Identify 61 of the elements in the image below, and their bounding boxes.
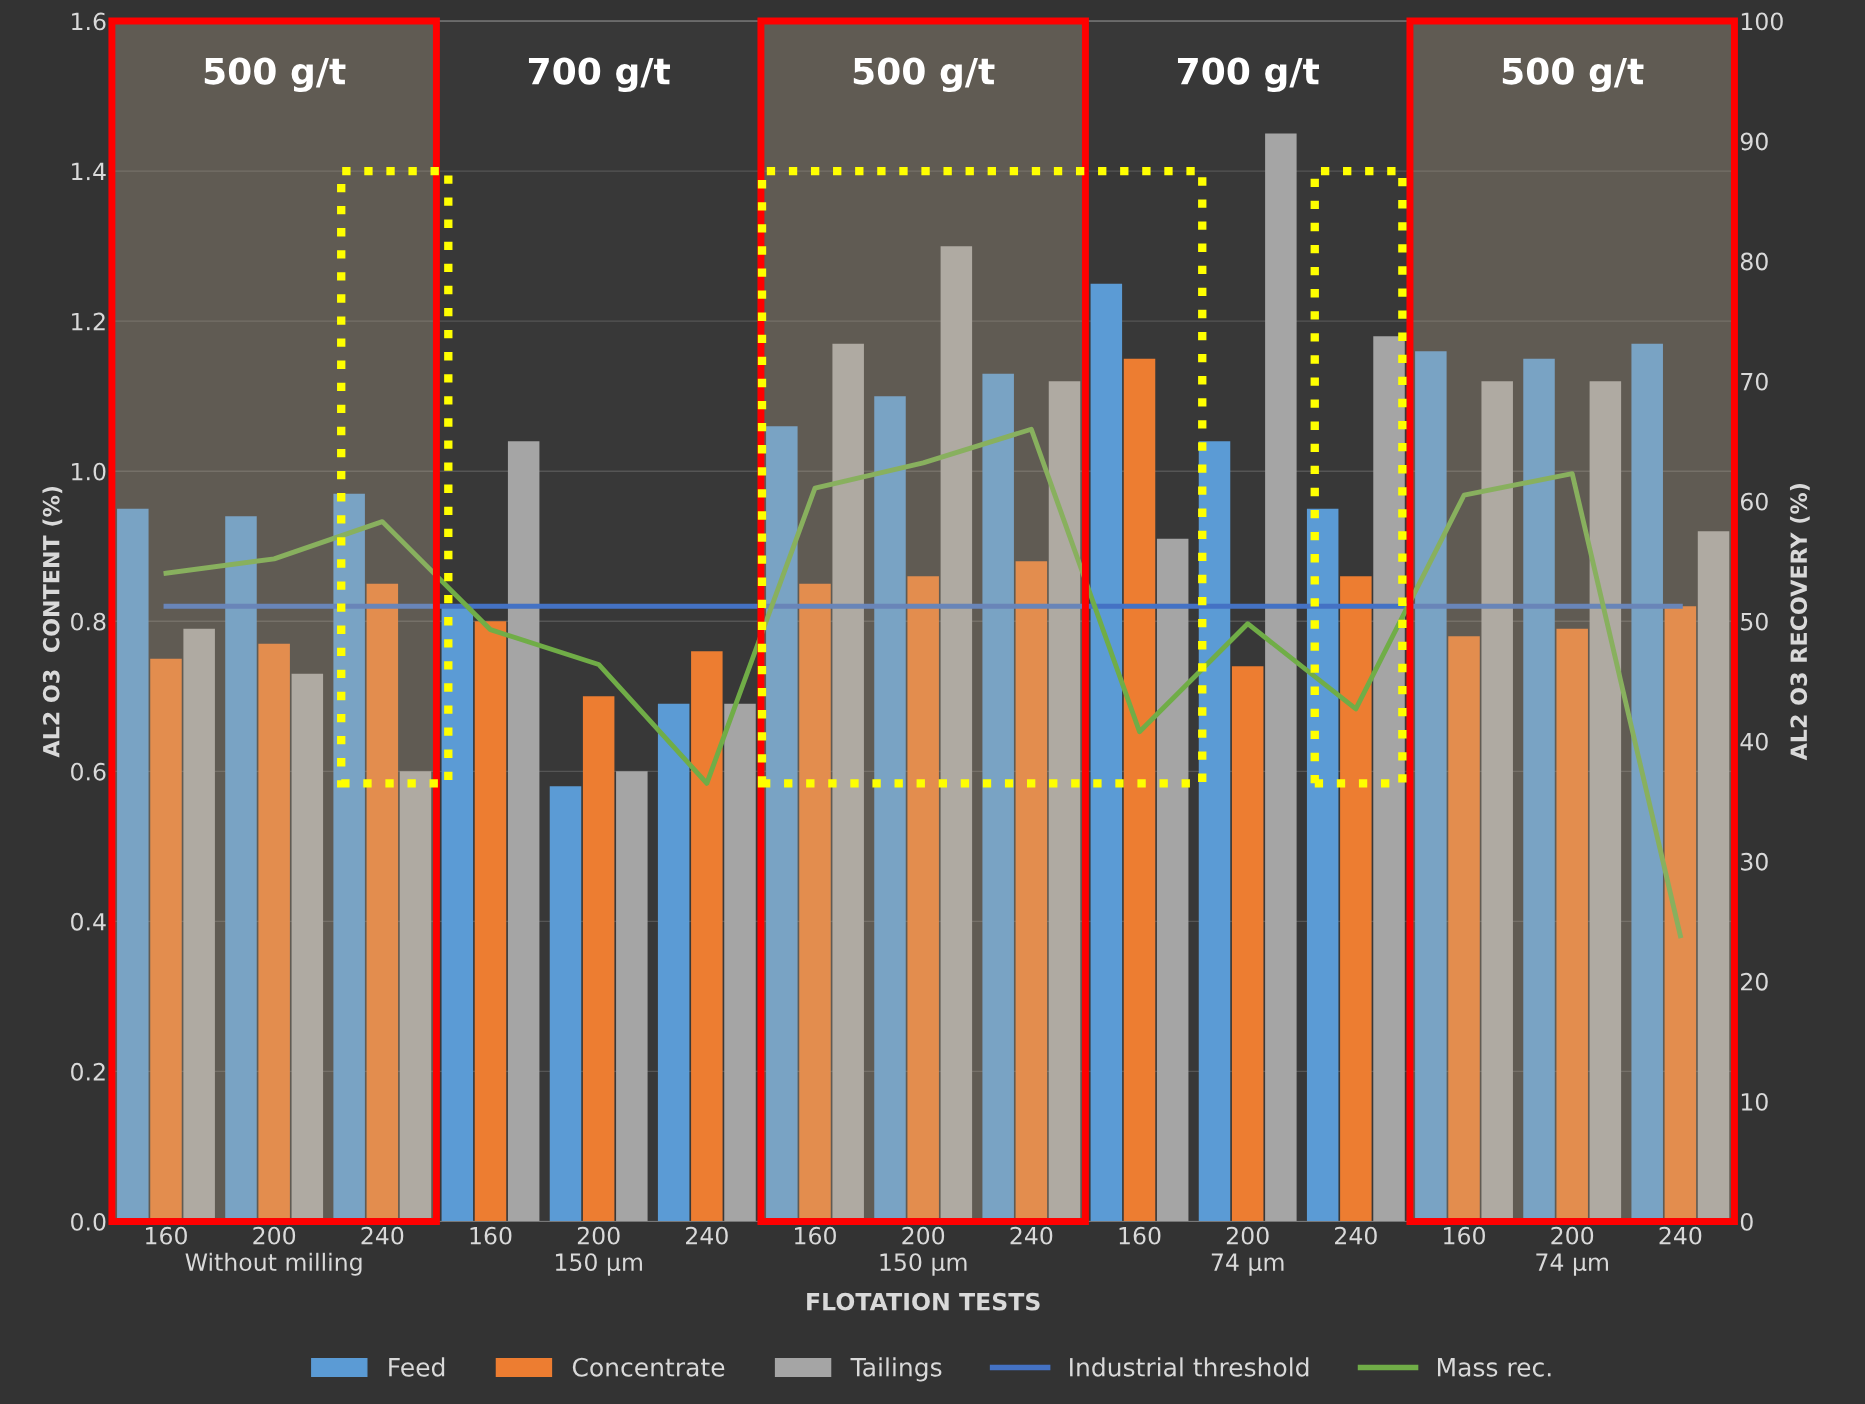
x-tick-label: 160 — [1119, 1226, 1161, 1245]
x-tick-label: 200 74 µm — [1211, 1226, 1284, 1276]
y-tick-label: 1.0 — [72, 462, 106, 481]
bar — [441, 606, 474, 1222]
y-tick-label: 1.2 — [72, 312, 105, 331]
y-tick-label: 0.2 — [71, 1062, 105, 1081]
y2-tick-label: 30 — [1741, 852, 1768, 871]
bar — [1265, 133, 1297, 1222]
y-tick-label: 0.6 — [71, 762, 106, 781]
x-tick-label: 160 — [1444, 1226, 1485, 1245]
y-tick-label: 0.4 — [71, 912, 106, 931]
x-tick-label: 200 74 µm — [1536, 1226, 1608, 1276]
legend-label: Mass rec. — [1437, 1358, 1551, 1377]
y2-tick-label: 20 — [1741, 972, 1768, 991]
x-tick-label: 240 — [1659, 1226, 1702, 1245]
bar — [474, 621, 507, 1222]
y-tick-label: 0.8 — [71, 612, 106, 631]
x-tick-label: 240 — [1010, 1226, 1053, 1245]
x-tick-label: 240 — [1335, 1226, 1377, 1245]
y2-tick-label: 50 — [1741, 612, 1768, 631]
x-tick-label: 240 — [361, 1226, 404, 1245]
bar — [549, 786, 582, 1222]
x-axis-title: FLOTATION TESTS — [807, 1292, 1040, 1311]
y2-tick-label: 70 — [1741, 372, 1768, 391]
bar — [1198, 441, 1231, 1222]
line-series — [163, 426, 1683, 939]
bar — [1090, 283, 1123, 1222]
y2-axis-title: AL2 O3 RECOVERY (%) — [1789, 484, 1810, 761]
x-tick-label: 200 150 µm — [880, 1226, 967, 1276]
y2-tick-label: 10 — [1741, 1092, 1768, 1111]
bar — [691, 651, 723, 1222]
x-tick-label: 160 — [470, 1226, 512, 1245]
y-axis-title: AL2 O3 CONTENT (%) — [42, 486, 63, 758]
y2-tick-label: 80 — [1740, 252, 1768, 271]
bar — [1231, 666, 1264, 1222]
x-tick-label: 200 150 µm — [555, 1226, 642, 1276]
y2-tick-label: 90 — [1740, 132, 1768, 151]
y2-tick-label: 0 — [1740, 1212, 1753, 1231]
y-tick-label: 1.4 — [72, 162, 106, 181]
y2-tick-label: 100 — [1741, 12, 1783, 31]
annotation: 700 g/t — [528, 57, 670, 93]
bar — [507, 441, 540, 1222]
bar — [1123, 358, 1156, 1222]
bar — [657, 703, 690, 1222]
annotation: 500 g/t — [853, 57, 995, 93]
y2-tick-label: 60 — [1740, 492, 1768, 511]
legend-label: Concentrate — [572, 1357, 725, 1377]
bar — [1156, 538, 1189, 1222]
x-tick-label: 240 — [686, 1226, 728, 1245]
x-tick-label: 160 — [146, 1226, 187, 1245]
bar — [582, 696, 615, 1222]
annotation: 700 g/t — [1177, 57, 1319, 93]
legend-label: Feed — [389, 1357, 445, 1377]
legend-label: Industrial threshold — [1070, 1357, 1309, 1377]
bar — [724, 703, 756, 1222]
y-tick-label: 0.0 — [71, 1212, 106, 1231]
x-tick-label: 160 — [795, 1226, 836, 1245]
legend-label: Tailings — [850, 1357, 942, 1382]
bar — [616, 771, 648, 1222]
y-tick-label: 1.6 — [72, 12, 106, 31]
y2-tick-label: 40 — [1740, 732, 1768, 751]
